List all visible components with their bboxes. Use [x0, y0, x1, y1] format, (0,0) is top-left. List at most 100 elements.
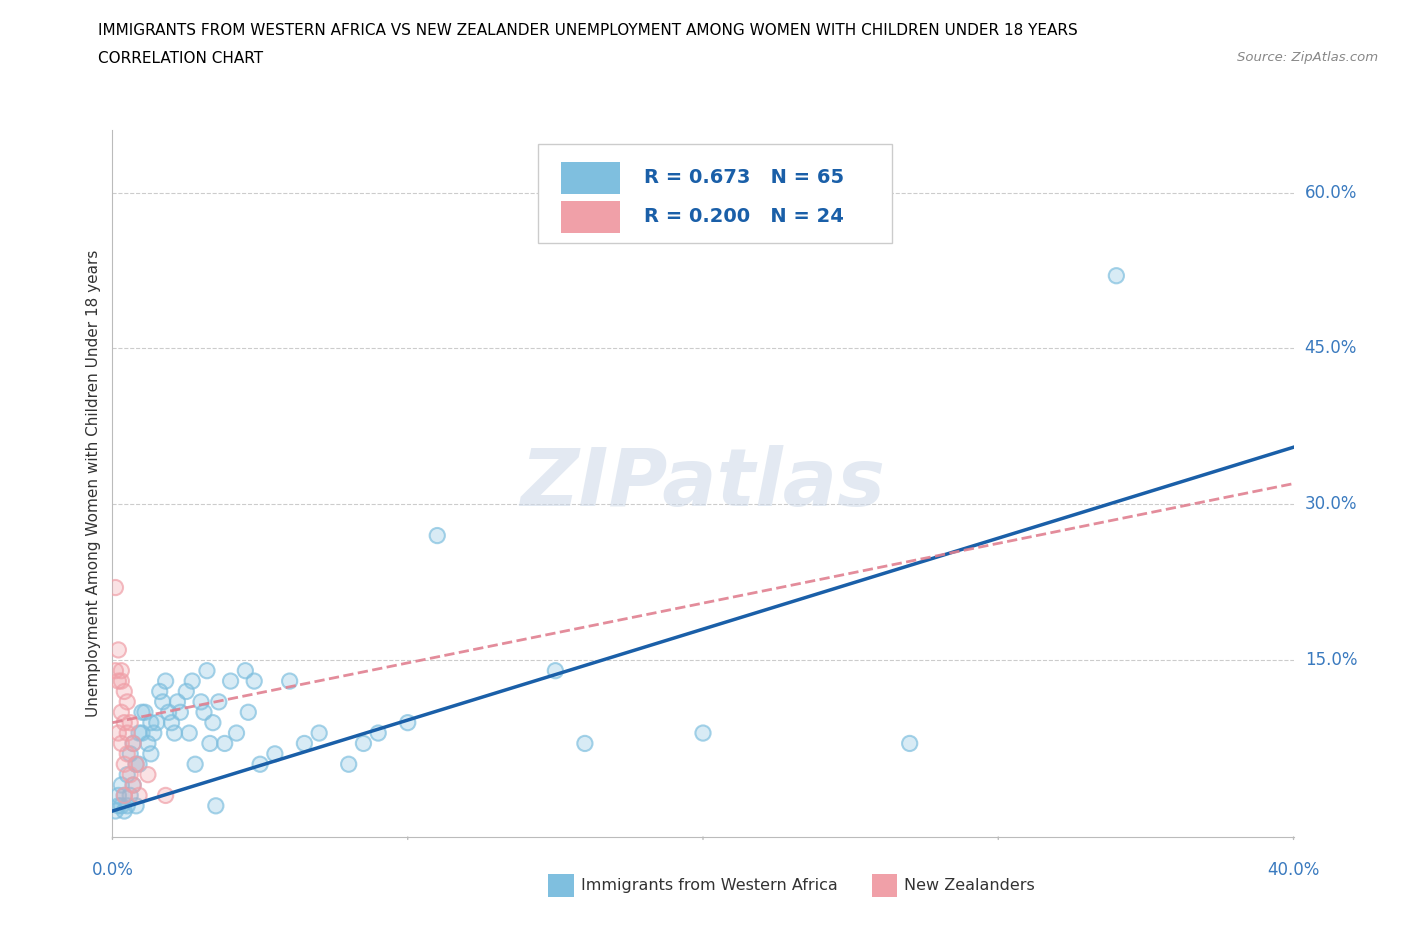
- Point: [134, 705, 156, 720]
- Point: [104, 804, 127, 818]
- Point: [214, 736, 236, 751]
- Text: 30.0%: 30.0%: [1305, 496, 1357, 513]
- Point: [195, 663, 218, 678]
- Point: [139, 715, 162, 730]
- Point: [110, 705, 132, 720]
- Text: CORRELATION CHART: CORRELATION CHART: [98, 51, 263, 66]
- Text: R = 0.200   N = 24: R = 0.200 N = 24: [644, 207, 844, 226]
- Point: [174, 684, 197, 699]
- Point: [249, 757, 271, 772]
- Point: [152, 695, 174, 710]
- Point: [125, 757, 148, 772]
- Text: 15.0%: 15.0%: [1305, 651, 1357, 670]
- Point: [692, 725, 714, 740]
- Point: [292, 736, 315, 751]
- Point: [104, 580, 127, 595]
- Point: [136, 736, 159, 751]
- Text: R = 0.673   N = 65: R = 0.673 N = 65: [644, 168, 844, 187]
- Y-axis label: Unemployment Among Women with Children Under 18 years: Unemployment Among Women with Children U…: [86, 250, 101, 717]
- Point: [160, 715, 183, 730]
- Point: [112, 757, 135, 772]
- Point: [128, 788, 150, 803]
- Point: [367, 725, 389, 740]
- Point: [110, 798, 132, 813]
- Point: [278, 673, 301, 688]
- Point: [120, 715, 142, 730]
- Point: [692, 725, 714, 740]
- Point: [337, 757, 360, 772]
- Point: [149, 684, 172, 699]
- Point: [1105, 268, 1128, 283]
- Point: [146, 715, 169, 730]
- Point: [104, 804, 127, 818]
- Point: [136, 767, 159, 782]
- Point: [193, 705, 215, 720]
- Point: [249, 757, 271, 772]
- Point: [157, 705, 180, 720]
- Point: [155, 788, 177, 803]
- Point: [117, 767, 138, 782]
- Point: [139, 747, 162, 762]
- Point: [104, 663, 127, 678]
- Point: [544, 663, 567, 678]
- Point: [125, 798, 148, 813]
- Point: [117, 695, 138, 710]
- Point: [184, 757, 207, 772]
- Point: [110, 663, 132, 678]
- Point: [128, 725, 150, 740]
- Point: [110, 673, 132, 688]
- Point: [120, 715, 142, 730]
- Point: [163, 725, 186, 740]
- FancyBboxPatch shape: [561, 162, 620, 193]
- Point: [308, 725, 330, 740]
- Text: New Zealanders: New Zealanders: [904, 878, 1035, 894]
- Point: [134, 705, 156, 720]
- Point: [117, 695, 138, 710]
- Point: [107, 673, 129, 688]
- Point: [117, 767, 138, 782]
- Point: [238, 705, 260, 720]
- Point: [110, 736, 132, 751]
- Point: [155, 673, 177, 688]
- Point: [107, 643, 129, 658]
- Point: [142, 725, 165, 740]
- Point: [278, 673, 301, 688]
- Point: [214, 736, 236, 751]
- Point: [110, 705, 132, 720]
- Point: [107, 725, 129, 740]
- Point: [201, 715, 224, 730]
- Point: [193, 705, 215, 720]
- Point: [117, 798, 138, 813]
- Point: [128, 757, 150, 772]
- Point: [169, 705, 191, 720]
- Point: [208, 695, 231, 710]
- Point: [142, 725, 165, 740]
- Point: [174, 684, 197, 699]
- Point: [426, 528, 449, 543]
- Point: [155, 788, 177, 803]
- Text: Source: ZipAtlas.com: Source: ZipAtlas.com: [1237, 51, 1378, 64]
- Point: [112, 804, 135, 818]
- Point: [1105, 268, 1128, 283]
- Point: [125, 798, 148, 813]
- Point: [128, 725, 150, 740]
- Point: [190, 695, 212, 710]
- Point: [179, 725, 201, 740]
- Point: [157, 705, 180, 720]
- Point: [574, 736, 596, 751]
- Text: 45.0%: 45.0%: [1305, 339, 1357, 357]
- Point: [107, 798, 129, 813]
- Point: [112, 788, 135, 803]
- Point: [125, 757, 148, 772]
- Point: [117, 747, 138, 762]
- Point: [122, 777, 145, 792]
- Point: [110, 736, 132, 751]
- Point: [574, 736, 596, 751]
- Point: [198, 736, 221, 751]
- Point: [149, 684, 172, 699]
- Point: [117, 747, 138, 762]
- Point: [110, 777, 132, 792]
- Point: [112, 684, 135, 699]
- Point: [122, 736, 145, 751]
- Point: [136, 736, 159, 751]
